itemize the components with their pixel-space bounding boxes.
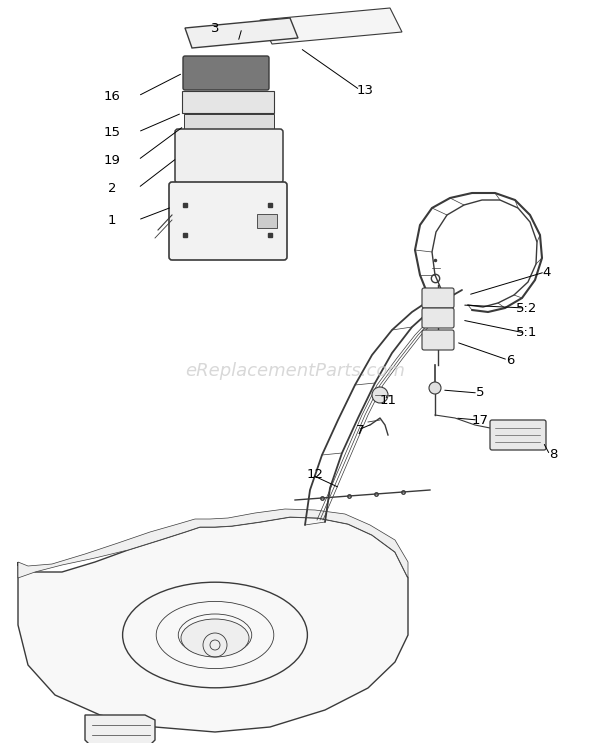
Circle shape <box>429 382 441 394</box>
FancyBboxPatch shape <box>169 182 287 260</box>
Text: 16: 16 <box>104 89 120 103</box>
FancyBboxPatch shape <box>422 308 454 328</box>
Text: 5: 5 <box>476 386 484 400</box>
Polygon shape <box>18 517 408 732</box>
Circle shape <box>372 387 388 403</box>
Polygon shape <box>85 715 155 743</box>
Text: 7: 7 <box>356 424 364 436</box>
Text: 3: 3 <box>211 22 219 34</box>
Text: 12: 12 <box>306 469 323 481</box>
Text: 19: 19 <box>104 154 120 166</box>
Polygon shape <box>18 509 408 578</box>
Ellipse shape <box>181 619 249 657</box>
FancyBboxPatch shape <box>175 129 283 183</box>
Text: 2: 2 <box>108 181 116 195</box>
Text: 11: 11 <box>379 394 396 406</box>
Text: 6: 6 <box>506 354 514 366</box>
Text: 8: 8 <box>549 449 557 461</box>
Polygon shape <box>185 18 298 48</box>
Polygon shape <box>260 8 402 44</box>
Text: 17: 17 <box>471 414 489 426</box>
FancyBboxPatch shape <box>422 330 454 350</box>
Text: 13: 13 <box>356 83 373 97</box>
FancyBboxPatch shape <box>490 420 546 450</box>
Text: 5:1: 5:1 <box>516 326 537 340</box>
FancyBboxPatch shape <box>183 56 269 90</box>
FancyBboxPatch shape <box>257 214 277 228</box>
Text: 15: 15 <box>103 126 120 138</box>
FancyBboxPatch shape <box>184 114 274 129</box>
FancyBboxPatch shape <box>182 91 274 113</box>
Text: 5:2: 5:2 <box>516 302 537 314</box>
FancyBboxPatch shape <box>422 288 454 308</box>
Text: eReplacementParts.com: eReplacementParts.com <box>185 363 405 380</box>
Text: 1: 1 <box>108 213 116 227</box>
Text: 4: 4 <box>543 265 551 279</box>
